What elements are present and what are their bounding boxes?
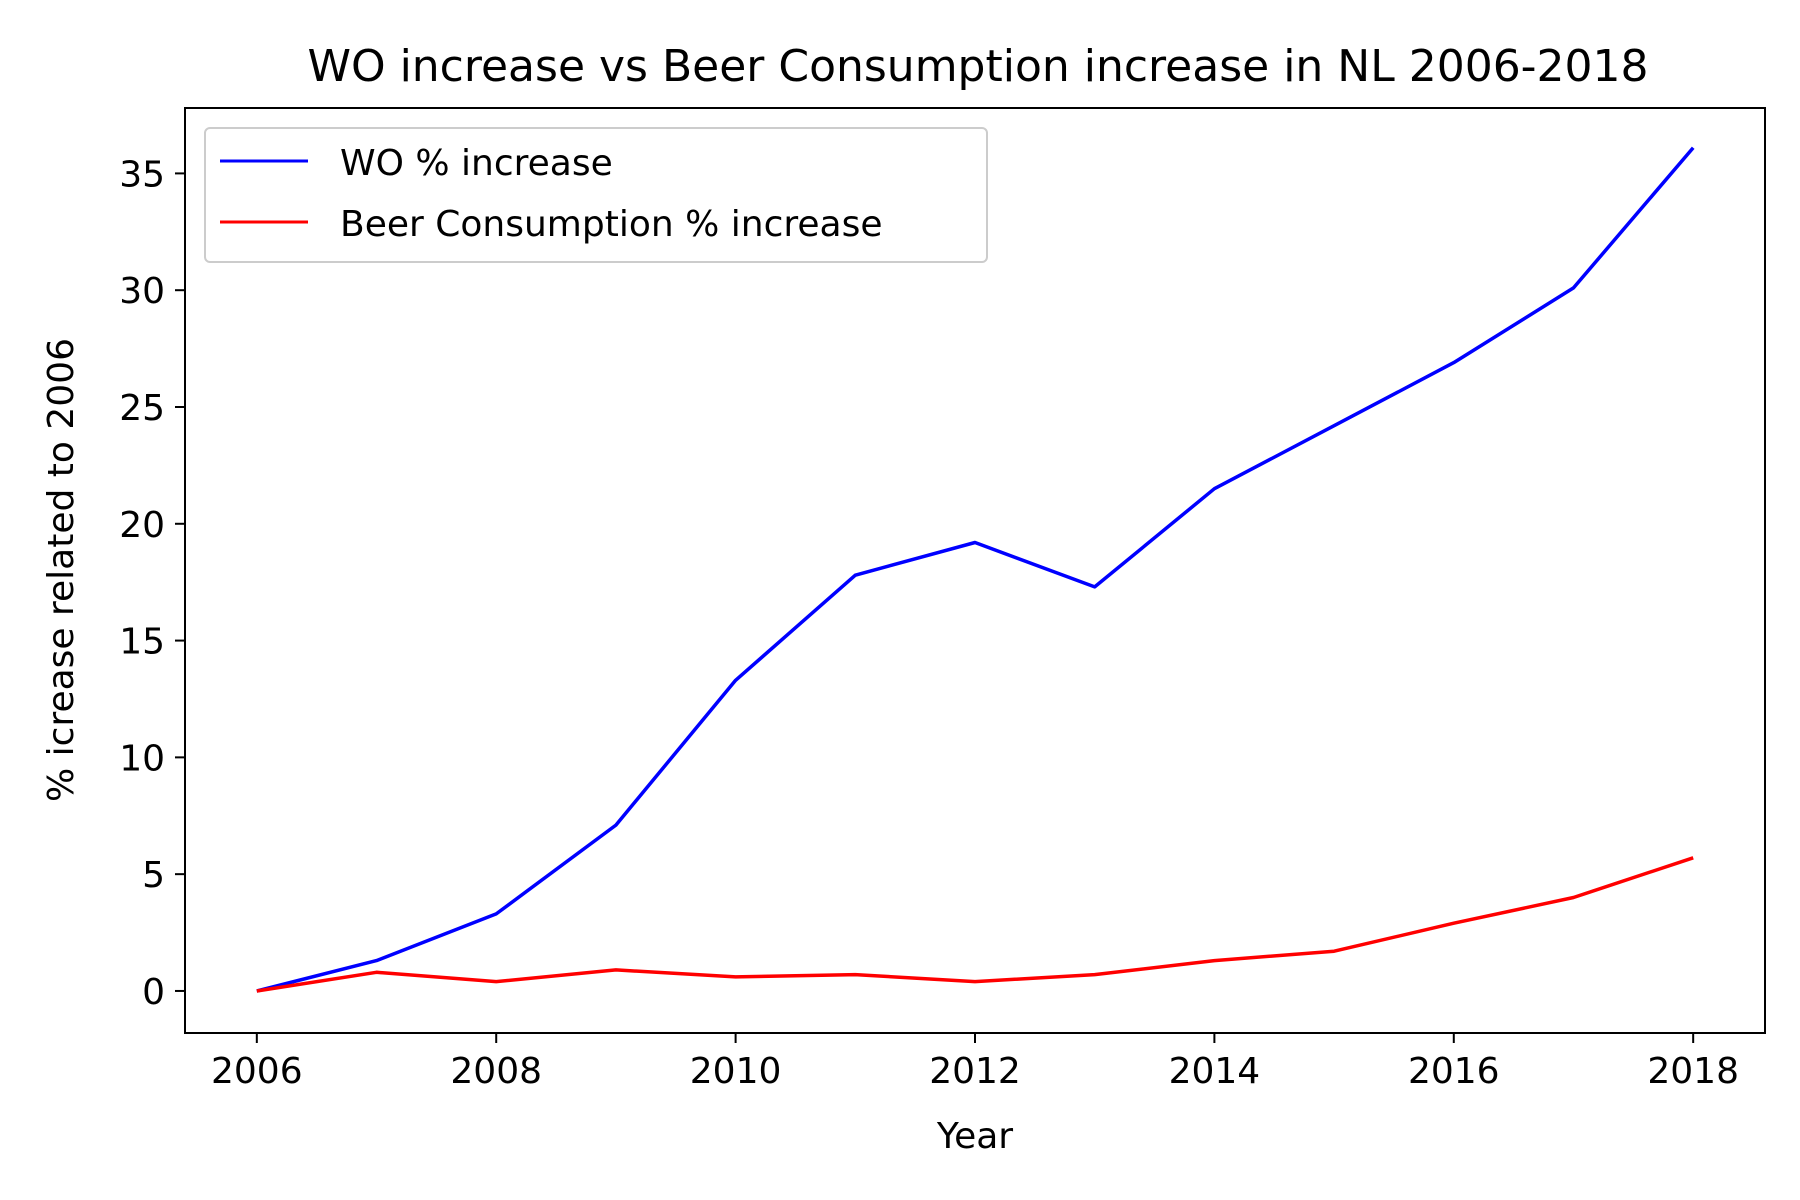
y-tick-label: 25 — [119, 388, 165, 429]
chart-title: WO increase vs Beer Consumption increase… — [307, 41, 1648, 92]
y-tick-label: 0 — [142, 972, 165, 1013]
legend-label-wo: WO % increase — [340, 143, 613, 184]
x-tick-label: 2014 — [1169, 1051, 1261, 1092]
y-tick-label: 5 — [142, 855, 165, 896]
x-tick-label: 2010 — [690, 1051, 782, 1092]
legend-box — [204, 127, 988, 263]
y-tick-label: 20 — [119, 505, 165, 546]
series-line-beer — [256, 856, 1694, 993]
y-axis-label: % icrease related to 2006 — [41, 338, 82, 802]
x-tick-label: 2018 — [1647, 1051, 1739, 1092]
y-tick-label: 15 — [119, 622, 165, 663]
x-axis-label: Year — [936, 1116, 1013, 1157]
x-tick-label: 2006 — [211, 1051, 303, 1092]
y-tick-label: 30 — [119, 271, 165, 312]
legend-label-beer: Beer Consumption % increase — [340, 204, 883, 245]
y-axis-ticks: 0 5 10 15 20 25 30 35 — [119, 154, 185, 1013]
x-axis-ticks: 2006 2008 2010 2012 2014 2016 2018 — [211, 1033, 1739, 1092]
x-tick-label: 2016 — [1408, 1051, 1500, 1092]
y-tick-label: 35 — [119, 154, 165, 195]
x-tick-label: 2008 — [450, 1051, 542, 1092]
legend: WO % increase Beer Consumption % increas… — [204, 127, 988, 263]
series-lines — [256, 146, 1695, 993]
series-line-wo — [256, 146, 1695, 993]
y-tick-label: 10 — [119, 738, 165, 779]
x-tick-label: 2012 — [929, 1051, 1021, 1092]
